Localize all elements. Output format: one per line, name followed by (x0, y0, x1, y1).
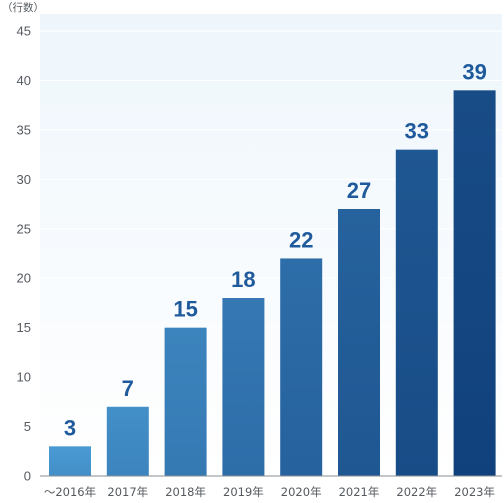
y-axis-unit-label: （行数） (2, 1, 44, 14)
bar (395, 149, 438, 476)
data-labels: 3 7 15 18 22 27 33 39 (64, 59, 487, 440)
bar (453, 90, 496, 476)
x-tick-label: 2022年 (396, 485, 437, 499)
x-tick-label: 2023年 (454, 485, 495, 499)
data-label: 7 (122, 376, 134, 401)
data-label: 33 (405, 119, 429, 144)
y-tick-label: 15 (17, 320, 31, 335)
y-axis-ticks: 0 5 10 15 20 25 30 35 40 45 (17, 24, 31, 484)
data-label: 15 (173, 297, 197, 322)
bars (49, 90, 496, 476)
x-tick-label: 2017年 (107, 485, 148, 499)
bar (49, 446, 91, 476)
data-label: 18 (231, 267, 255, 292)
bar (280, 258, 323, 476)
y-tick-label: 30 (17, 172, 31, 187)
data-label: 22 (289, 227, 313, 252)
y-tick-label: 45 (17, 24, 31, 39)
y-tick-label: 0 (24, 469, 31, 484)
x-axis-labels: ～2016年 2017年 2018年 2019年 2020年 2021年 2022年 2023… (44, 485, 495, 499)
x-tick-label: 2018年 (165, 485, 206, 499)
x-tick-label: 2019年 (223, 485, 264, 499)
data-label: 27 (347, 178, 371, 203)
x-tick-label: 2021年 (339, 485, 380, 499)
y-tick-label: 25 (17, 221, 31, 236)
bar (164, 327, 207, 476)
y-tick-label: 35 (17, 122, 31, 137)
data-label: 39 (462, 59, 486, 84)
y-tick-label: 5 (24, 419, 31, 434)
bar (338, 209, 380, 476)
y-tick-label: 40 (17, 73, 31, 88)
data-label: 3 (64, 415, 76, 440)
bar (222, 298, 265, 476)
y-tick-label: 10 (17, 370, 31, 385)
x-tick-label: 2020年 (281, 485, 322, 499)
bar (106, 406, 149, 476)
x-tick-label: ～2016年 (44, 485, 96, 499)
y-tick-label: 20 (17, 271, 31, 286)
